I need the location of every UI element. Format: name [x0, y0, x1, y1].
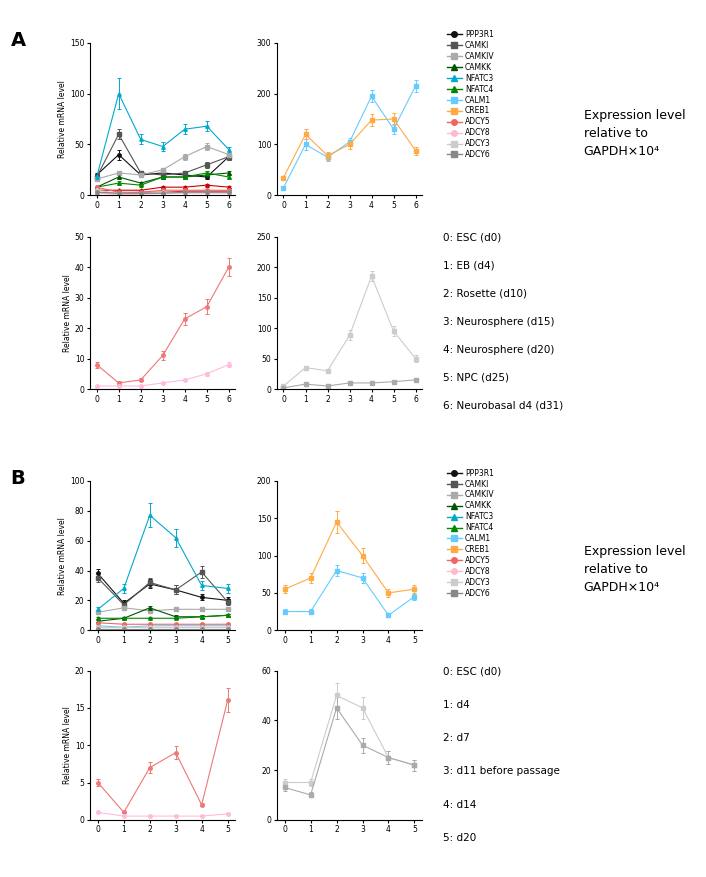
Y-axis label: Relative mRNA level: Relative mRNA level	[59, 80, 67, 158]
Text: 4: d14: 4: d14	[443, 800, 477, 809]
Text: 3: Neurosphere (d15): 3: Neurosphere (d15)	[443, 317, 554, 326]
Text: 0: ESC (d0): 0: ESC (d0)	[443, 232, 501, 242]
Text: 0: ESC (d0): 0: ESC (d0)	[443, 667, 501, 676]
Text: 1: d4: 1: d4	[443, 700, 469, 709]
Legend: PPP3R1, CAMKI, CAMKIV, CAMKK, NFATC3, NFATC4, CALM1, CREB1, ADCY5, ADCY8, ADCY3,: PPP3R1, CAMKI, CAMKIV, CAMKK, NFATC3, NF…	[447, 30, 495, 159]
Legend: PPP3R1, CAMKI, CAMKIV, CAMKK, NFATC3, NFATC4, CALM1, CREB1, ADCY5, ADCY8, ADCY3,: PPP3R1, CAMKI, CAMKIV, CAMKK, NFATC3, NF…	[447, 468, 495, 597]
Text: 1: EB (d4): 1: EB (d4)	[443, 260, 495, 270]
Text: 2: d7: 2: d7	[443, 733, 469, 743]
Text: 3: d11 before passage: 3: d11 before passage	[443, 766, 560, 776]
Text: Expression level
relative to
GAPDH×10⁴: Expression level relative to GAPDH×10⁴	[584, 545, 686, 595]
Text: Expression level
relative to
GAPDH×10⁴: Expression level relative to GAPDH×10⁴	[584, 109, 686, 158]
Text: A: A	[11, 31, 25, 50]
Text: 4: Neurosphere (d20): 4: Neurosphere (d20)	[443, 345, 554, 354]
Y-axis label: Relative mRNA level: Relative mRNA level	[63, 706, 72, 784]
Y-axis label: Relative mRNA level: Relative mRNA level	[59, 517, 67, 595]
Text: 5: d20: 5: d20	[443, 833, 476, 843]
Text: 2: Rosette (d10): 2: Rosette (d10)	[443, 289, 527, 298]
Text: 6: Neurobasal d4 (d31): 6: Neurobasal d4 (d31)	[443, 401, 563, 410]
Text: B: B	[11, 469, 25, 488]
Y-axis label: Relative mRNA level: Relative mRNA level	[63, 274, 72, 352]
Text: 5: NPC (d25): 5: NPC (d25)	[443, 373, 509, 382]
